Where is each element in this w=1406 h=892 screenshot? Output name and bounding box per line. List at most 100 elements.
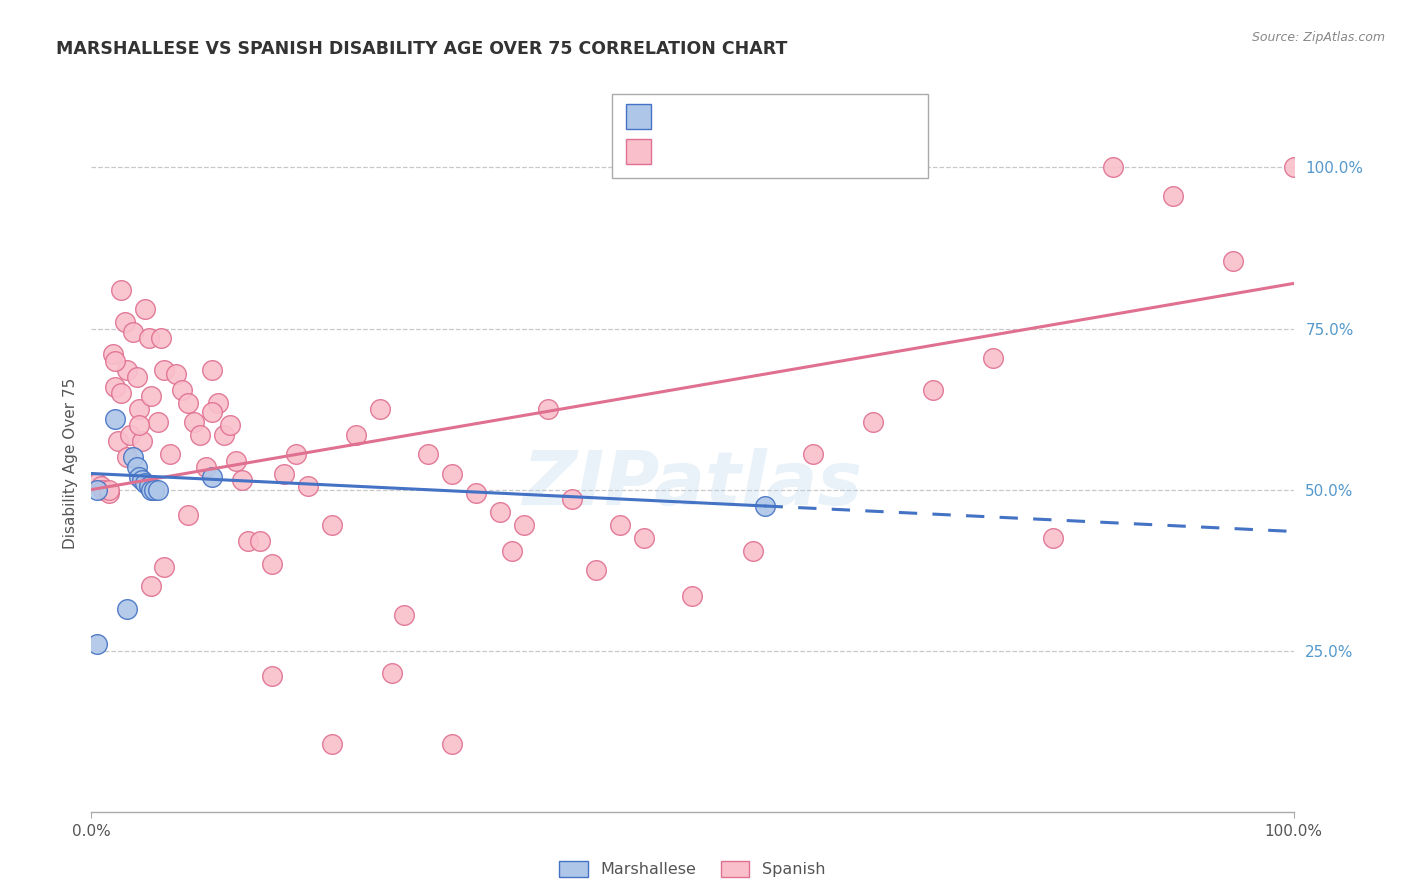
Point <box>273 467 295 481</box>
Point <box>188 428 211 442</box>
Point <box>90 479 112 493</box>
Point <box>141 579 163 593</box>
Text: 0.327: 0.327 <box>693 146 744 161</box>
Point <box>86 637 108 651</box>
Text: N =: N = <box>758 108 794 123</box>
Text: MARSHALLESE VS SPANISH DISABILITY AGE OVER 75 CORRELATION CHART: MARSHALLESE VS SPANISH DISABILITY AGE OV… <box>56 40 787 58</box>
Point <box>114 315 136 329</box>
Point <box>681 589 703 603</box>
Point <box>138 479 160 493</box>
Point <box>118 428 141 442</box>
Point <box>862 415 884 429</box>
Point <box>201 363 224 377</box>
Point <box>104 379 127 393</box>
Point <box>93 483 115 497</box>
Point <box>134 476 156 491</box>
Point <box>183 415 205 429</box>
Point <box>381 666 404 681</box>
Point <box>537 402 560 417</box>
Point <box>86 476 108 491</box>
Point <box>134 302 156 317</box>
Point <box>117 602 139 616</box>
Point <box>440 737 463 751</box>
Text: ZIPatlas: ZIPatlas <box>523 448 862 521</box>
Point <box>170 383 193 397</box>
Text: 79: 79 <box>794 146 817 161</box>
Point <box>1222 254 1244 268</box>
Point <box>131 473 153 487</box>
Point <box>284 447 307 461</box>
Point <box>207 395 229 409</box>
Point <box>128 469 150 483</box>
Point <box>201 405 224 419</box>
Point <box>122 450 145 465</box>
Point <box>321 518 343 533</box>
Point <box>150 331 173 345</box>
Point <box>249 534 271 549</box>
Point <box>141 389 163 403</box>
Point <box>344 428 367 442</box>
Point <box>104 353 127 368</box>
Point <box>117 363 139 377</box>
Point <box>465 485 488 500</box>
Point <box>633 531 655 545</box>
Point <box>218 418 240 433</box>
Point <box>231 473 253 487</box>
Legend: Marshallese, Spanish: Marshallese, Spanish <box>553 855 832 884</box>
Point <box>194 460 217 475</box>
Point <box>117 450 139 465</box>
Point <box>159 447 181 461</box>
Point <box>368 402 391 417</box>
Point <box>101 347 124 361</box>
Point <box>321 737 343 751</box>
Point <box>922 383 945 397</box>
Point <box>501 543 523 558</box>
Text: Source: ZipAtlas.com: Source: ZipAtlas.com <box>1251 31 1385 45</box>
Text: 15: 15 <box>794 108 817 123</box>
Point <box>98 485 121 500</box>
Point <box>609 518 631 533</box>
Point <box>152 363 174 377</box>
Point <box>128 402 150 417</box>
Point <box>260 669 283 683</box>
Point <box>138 331 160 345</box>
Point <box>260 557 283 571</box>
Point <box>86 483 108 497</box>
Point <box>392 608 415 623</box>
Point <box>489 505 512 519</box>
Point <box>297 479 319 493</box>
Text: R =: R = <box>658 108 693 123</box>
Point <box>981 351 1004 365</box>
Point <box>176 508 198 523</box>
Point <box>131 434 153 449</box>
Point <box>128 418 150 433</box>
Point <box>1161 189 1184 203</box>
Point <box>142 483 165 497</box>
Point <box>1042 531 1064 545</box>
Point <box>98 483 121 497</box>
Point <box>561 492 583 507</box>
Point <box>141 483 163 497</box>
Point <box>110 283 132 297</box>
Point <box>146 483 169 497</box>
Text: -0.084: -0.084 <box>693 108 751 123</box>
Point <box>125 460 148 475</box>
Point <box>201 469 224 483</box>
Point <box>212 428 235 442</box>
Text: N =: N = <box>758 146 794 161</box>
Point <box>1282 161 1305 175</box>
Point <box>416 447 439 461</box>
Point <box>104 411 127 425</box>
Point <box>1102 161 1125 175</box>
Y-axis label: Disability Age Over 75: Disability Age Over 75 <box>62 378 77 549</box>
Point <box>125 369 148 384</box>
Point <box>440 467 463 481</box>
Point <box>152 560 174 574</box>
Point <box>513 518 536 533</box>
Point <box>107 434 129 449</box>
Point <box>236 534 259 549</box>
Point <box>176 395 198 409</box>
Text: R =: R = <box>658 146 693 161</box>
Point <box>801 447 824 461</box>
Point <box>122 325 145 339</box>
